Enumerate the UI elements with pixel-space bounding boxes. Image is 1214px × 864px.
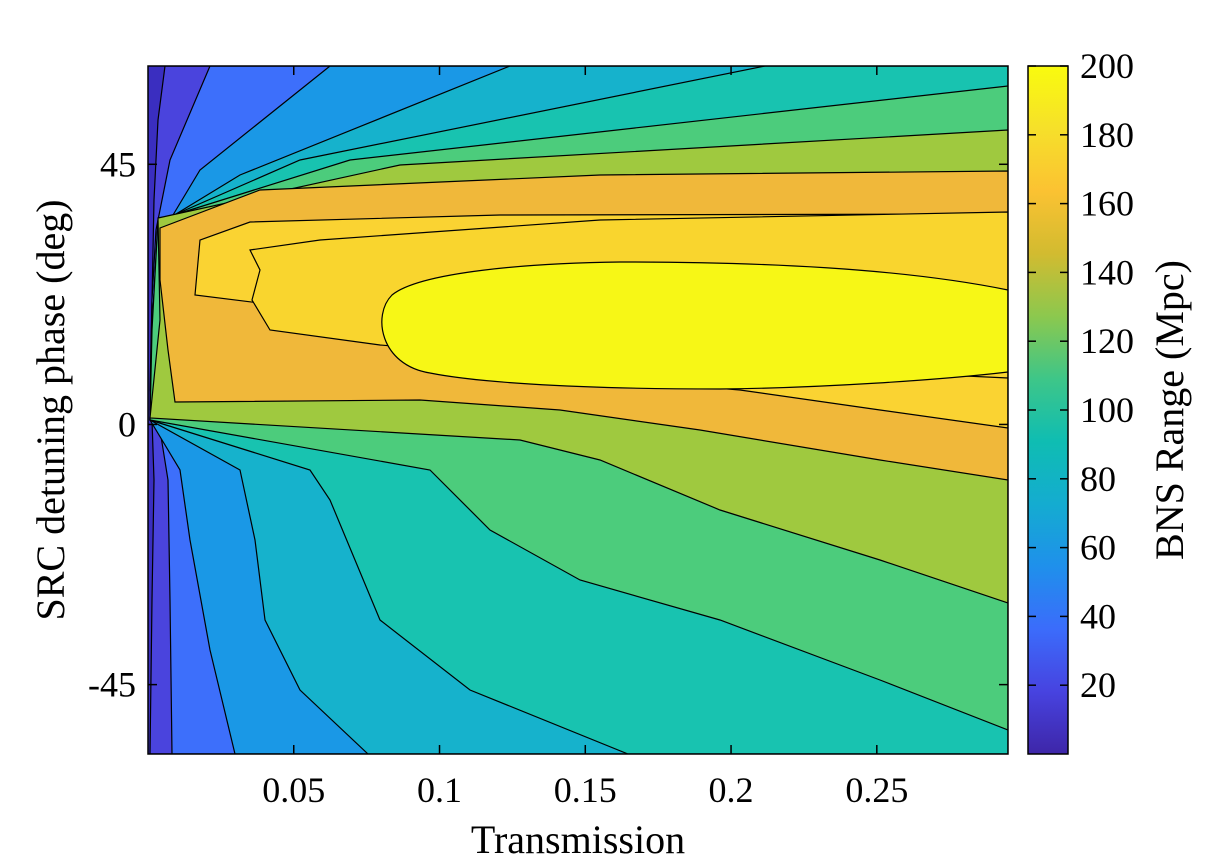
x-tick-label: 0.1 — [417, 770, 462, 810]
colorbar-tick-label: 200 — [1080, 46, 1134, 86]
colorbar-ticks: 20 40 60 80 100 120 140 160 180 200 — [1028, 46, 1134, 705]
x-tick-label: 0.25 — [845, 770, 908, 810]
colorbar-tick-label: 160 — [1080, 184, 1134, 224]
colorbar-tick-label: 20 — [1080, 665, 1116, 705]
colorbar-label: BNS Range (Mpc) — [1147, 260, 1192, 560]
colorbar-tick-label: 180 — [1080, 115, 1134, 155]
x-tick-label: 0.05 — [262, 770, 325, 810]
plot-area — [148, 66, 1008, 754]
y-tick-label: 0 — [118, 404, 136, 444]
x-tick-label: 0.15 — [554, 770, 617, 810]
colorbar-tick-label: 140 — [1080, 252, 1134, 292]
plot-frame — [147, 65, 1009, 755]
y-axis: 45 0 -45 — [88, 144, 1008, 705]
x-axis-label: Transmission — [471, 817, 685, 862]
colorbar-tick-label: 120 — [1080, 321, 1134, 361]
colorbar-tick-label: 60 — [1080, 528, 1116, 568]
colorbar: 20 40 60 80 100 120 140 160 180 200 — [1027, 46, 1134, 755]
colorbar-tick-label: 40 — [1080, 596, 1116, 636]
y-tick-label: 45 — [100, 144, 136, 184]
y-axis-label: SRC detuning phase (deg) — [28, 199, 73, 620]
y-tick-label: -45 — [88, 665, 136, 705]
colorbar-tick-label: 80 — [1080, 459, 1116, 499]
x-tick-label: 0.2 — [709, 770, 754, 810]
region-above-180 — [381, 261, 1008, 390]
x-axis: 0.05 0.1 0.15 0.2 0.25 — [262, 66, 908, 810]
colorbar-tick-label: 100 — [1080, 390, 1134, 430]
